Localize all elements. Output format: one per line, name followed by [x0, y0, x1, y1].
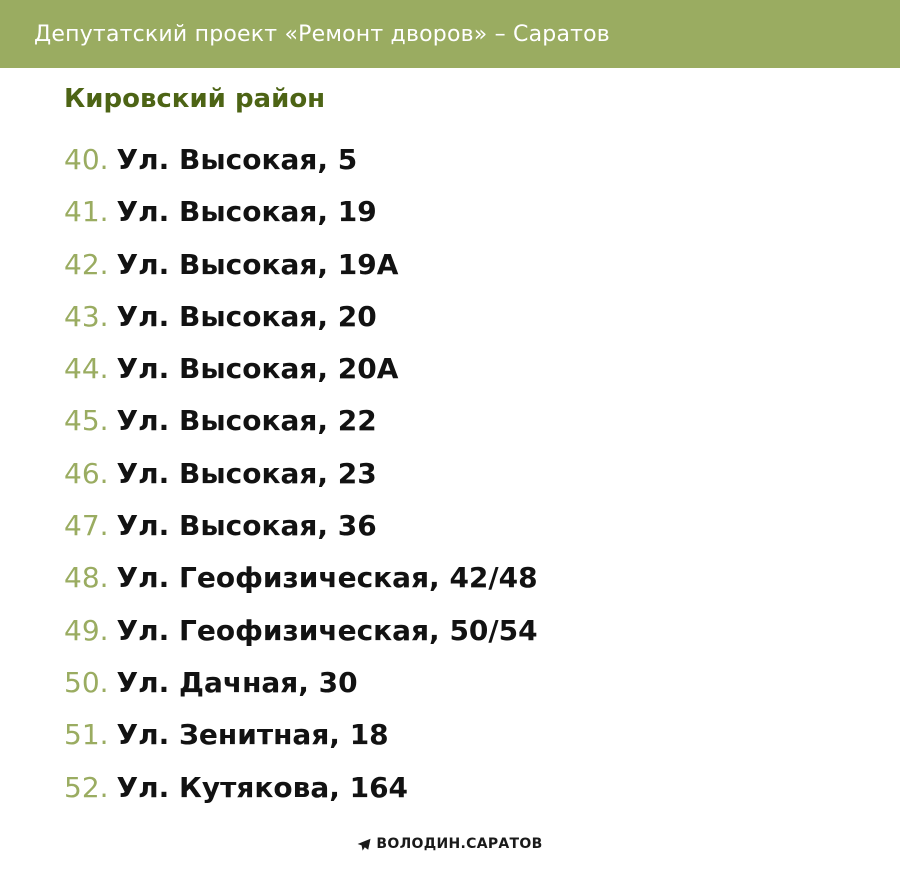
list-item: 41. Ул. Высокая, 19 — [64, 188, 538, 240]
item-address: Ул. Кутякова, 164 — [116, 770, 409, 804]
list-item: 42. Ул. Высокая, 19А — [64, 241, 538, 293]
item-address: Ул. Высокая, 36 — [116, 509, 377, 543]
item-number: 51. — [64, 718, 109, 752]
list-item: 43. Ул. Высокая, 20 — [64, 293, 538, 345]
item-number: 49. — [64, 613, 109, 647]
telegram-send-icon — [357, 837, 371, 851]
item-number: 48. — [64, 561, 109, 595]
item-number: 40. — [64, 143, 109, 176]
page-title: Депутатский проект «Ремонт дворов» – Сар… — [34, 21, 610, 47]
item-number: 42. — [64, 247, 109, 281]
item-number: 41. — [64, 195, 109, 229]
item-number: 46. — [64, 456, 109, 490]
item-number: 44. — [64, 352, 109, 386]
list-item: 44. Ул. Высокая, 20А — [64, 345, 538, 397]
list-item: 45. Ул. Высокая, 22 — [64, 397, 538, 449]
item-address: Ул. Высокая, 22 — [116, 404, 377, 438]
list-item: 51. Ул. Зенитная, 18 — [64, 711, 538, 763]
item-address: Ул. Высокая, 23 — [116, 456, 377, 490]
item-number: 52. — [64, 770, 109, 804]
item-address: Ул. Зенитная, 18 — [116, 718, 389, 752]
item-address: Ул. Геофизическая, 50/54 — [116, 613, 538, 647]
item-address: Ул. Высокая, 19 — [116, 195, 377, 229]
item-address: Ул. Высокая, 20 — [116, 299, 377, 333]
item-address: Ул. Дачная, 30 — [116, 665, 358, 699]
list-item: 48. Ул. Геофизическая, 42/48 — [64, 554, 538, 606]
item-number: 45. — [64, 404, 109, 438]
item-address: Ул. Высокая, 19А — [116, 247, 399, 281]
list-item: 40. Ул. Высокая, 5 — [64, 136, 538, 188]
footer-label: ВОЛОДИН.САРАТОВ — [376, 836, 543, 852]
footer-brand: ВОЛОДИН.САРАТОВ — [0, 836, 900, 852]
item-number: 47. — [64, 509, 109, 543]
item-number: 50. — [64, 665, 109, 699]
address-list: 40. Ул. Высокая, 5 41. Ул. Высокая, 19 42.… — [64, 136, 538, 816]
list-item: 52. Ул. Кутякова, 164 — [64, 764, 538, 816]
item-address: Ул. Геофизическая, 42/48 — [116, 561, 538, 595]
item-number: 43. — [64, 299, 109, 333]
list-item: 47. Ул. Высокая, 36 — [64, 502, 538, 554]
district-title: Кировский район — [64, 84, 326, 114]
item-address: Ул. Высокая, 5 — [116, 143, 358, 176]
list-item: 49. Ул. Геофизическая, 50/54 — [64, 607, 538, 659]
list-item: 46. Ул. Высокая, 23 — [64, 450, 538, 502]
item-address: Ул. Высокая, 20А — [116, 352, 399, 386]
header-bar: Депутатский проект «Ремонт дворов» – Сар… — [0, 0, 900, 68]
list-item: 50. Ул. Дачная, 30 — [64, 659, 538, 711]
